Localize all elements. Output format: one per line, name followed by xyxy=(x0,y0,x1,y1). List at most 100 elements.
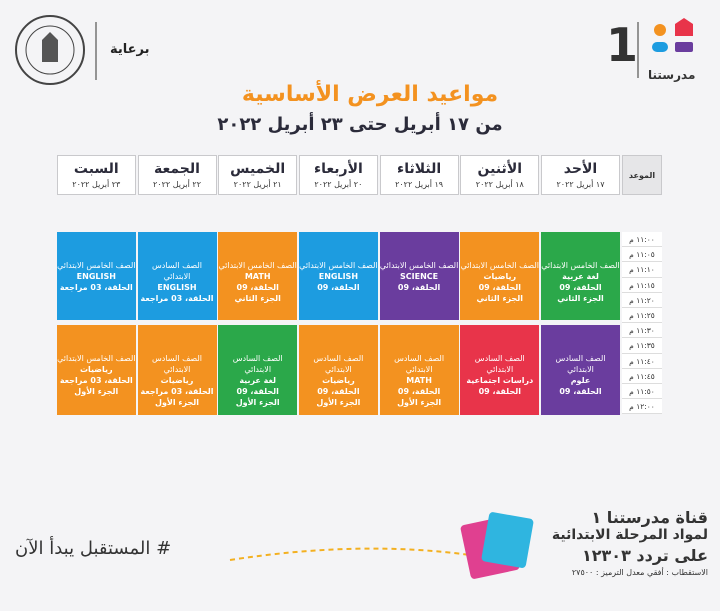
time-slot: ١١:٤٠ م xyxy=(622,353,662,369)
day-date: ١٩ أبريل ٢٠٢٢ xyxy=(395,180,444,189)
program-line: دراسات اجتماعية xyxy=(466,376,534,385)
day-header: الجمعة ٢٢ أبريل ٢٠٢٢ xyxy=(137,155,217,195)
program-line: الصف الخامس الابتدائي xyxy=(57,354,136,363)
program-line: الحلقة، 09 xyxy=(236,387,279,396)
program-cell: الصف الخامس الابتدائي ENGLISH الحلقة، 09 xyxy=(298,232,378,320)
program-cell: الصف الخامس الابتدائي SCIENCE الحلقة، 09 xyxy=(379,232,459,320)
program-line: الجزء الأول xyxy=(235,398,280,407)
program-line: الجزء الأول xyxy=(397,398,442,407)
subtitle: من ١٧ أبريل حتى ٢٣ أبريل ٢٠٢٢ xyxy=(217,114,503,135)
program-cell: الصف السادس الابتدائي MATH الحلقة، 09 الجزء… xyxy=(379,325,459,415)
program-line: الجزء الأول xyxy=(155,398,199,407)
program-line: الحلقة، 03 مراجعة xyxy=(140,387,214,396)
program-line: الجزء الثاني xyxy=(557,294,604,303)
program-line: الصف الخامس الابتدائي xyxy=(460,261,540,270)
program-line: رياضيات xyxy=(79,365,113,374)
time-header: الموعد xyxy=(622,155,662,195)
program-line: الصف السادس الابتدائي xyxy=(474,354,525,374)
day-date: ١٧ أبريل ٢٠٢٢ xyxy=(556,180,605,189)
program-line: لغة عربية xyxy=(239,376,277,385)
channel: قناة مدرستنا ١ xyxy=(591,508,708,527)
program-line: MATH xyxy=(406,376,432,385)
program-cell: الصف الخامس الابتدائي ENGLISH الحلقة، 03 م… xyxy=(56,232,136,320)
program-line: SCIENCE xyxy=(400,272,439,281)
program-line: الصف السادس الابتدائي xyxy=(152,261,202,281)
day-name: الأحد xyxy=(563,161,598,177)
program-line: الصف السادس الابتدائي xyxy=(232,354,283,374)
program-line: الحلقة، 09 xyxy=(317,387,360,396)
program-line: الحلقة، 09 xyxy=(317,283,360,292)
program-cell: الصف السادس الابتدائي ENGLISH الحلقة، 03 م… xyxy=(137,232,217,320)
day-date: ١٨ أبريل ٢٠٢٢ xyxy=(475,180,524,189)
time-slot: ١١:٢٠ م xyxy=(622,292,662,308)
day-name: الثلاثاء xyxy=(397,161,442,177)
program-line: الحلقة، 09 xyxy=(397,387,441,396)
logo-number: 1 xyxy=(606,18,639,72)
day-header: الخميس ٢١ أبريل ٢٠٢٢ xyxy=(218,155,298,195)
day-name: الجمعة xyxy=(154,161,200,177)
time-slot: ١١:٢٥ م xyxy=(622,308,662,324)
program-line: الجزء الأول xyxy=(316,398,361,407)
program-line: الصف السادس الابتدائي xyxy=(555,354,606,374)
program-line: ENGLISH xyxy=(76,272,116,281)
program-cell: الصف السادس الابتدائي لغة عربية الحلقة، 09… xyxy=(218,325,298,415)
program-line: الجزء الثاني xyxy=(234,294,281,303)
day-date: ٢١ أبريل ٢٠٢٢ xyxy=(233,180,282,189)
program-cell: الصف السادس الابتدائي رياضيات الحلقة، 03 م… xyxy=(137,325,217,415)
program-line: الحلقة، 09 xyxy=(478,387,521,396)
day-header: الثلاثاء ١٩ أبريل ٢٠٢٢ xyxy=(379,155,459,195)
technical: الاستقطاب : أفقي معدل الترميز : ٢٧٥٠٠ xyxy=(571,568,708,577)
time-slot: ١١:٣٥ م xyxy=(622,338,662,354)
program-line: لغة عربية xyxy=(562,272,599,281)
frequency: على تردد ١٢٣٠٣ xyxy=(582,546,708,565)
day-header: الأربعاء ٢٠ أبريل ٢٠٢٢ xyxy=(298,155,378,195)
day-date: ٢٠ أبريل ٢٠٢٢ xyxy=(314,180,363,189)
program-line: الصف السادس الابتدائي xyxy=(313,354,364,374)
logo-name: مدرستنا xyxy=(648,68,696,82)
program-line: الصف الخامس الابتدائي xyxy=(218,261,297,270)
time-slot: ١١:٠٥ م xyxy=(622,247,662,263)
program-line: ENGLISH xyxy=(318,272,359,281)
program-line: الصف الخامس الابتدائي xyxy=(299,261,378,270)
program-line: الصف الخامس الابتدائي xyxy=(379,261,459,270)
day-date: ٢٣ أبريل ٢٠٢٢ xyxy=(72,180,121,189)
time-slot: ١١:١٥ م xyxy=(622,277,662,293)
program-line: الحلقة، 09 xyxy=(478,283,521,292)
day-header: الأحد ١٧ أبريل ٢٠٢٢ xyxy=(541,155,620,195)
program-cell: الصف السادس الابتدائي علوم الحلقة، 09 xyxy=(541,325,620,415)
day-header: السبت ٢٣ أبريل ٢٠٢٢ xyxy=(56,155,136,195)
hashtag: # المستقبل يبدأ الآن xyxy=(15,538,172,559)
sponsor: برعاية xyxy=(110,42,150,57)
time-slot: ١٢:٠٠ م xyxy=(622,399,662,415)
program-cell: الصف الخامس الابتدائي رياضيات الحلقة، 09 ال… xyxy=(460,232,540,320)
day-name: الخميس xyxy=(230,161,286,177)
program-line: علوم xyxy=(570,376,591,385)
program-line: الحلقة، 03 مراجعة xyxy=(140,294,214,303)
program-line: الحلقة، 09 xyxy=(236,283,279,292)
program-line: الصف السادس الابتدائي xyxy=(152,354,202,374)
title: مواعيد العرض الأساسية xyxy=(241,82,499,107)
program-line: رياضيات xyxy=(322,376,355,385)
day-name: السبت xyxy=(73,161,119,177)
day-date: ٢٢ أبريل ٢٠٢٢ xyxy=(152,180,201,189)
program-line: الحلقة، 09 xyxy=(559,283,602,292)
program-line: MATH xyxy=(244,272,271,281)
program-cell: الصف الخامس الابتدائي لغة عربية الحلقة، 09… xyxy=(541,232,620,320)
day-header: الأثنين ١٨ أبريل ٢٠٢٢ xyxy=(460,155,540,195)
time-slot: ١١:٠٠ م xyxy=(622,232,662,248)
time-slot: ١١:١٠ م xyxy=(622,262,662,278)
program-line: رياضيات xyxy=(483,272,517,281)
day-name: الأثنين xyxy=(477,161,523,177)
program-line: الجزء الأول xyxy=(74,387,119,396)
program-line: الحلقة، 03 مراجعة xyxy=(59,283,133,292)
program-line: الصف الخامس الابتدائي xyxy=(541,261,620,270)
time-slot: ١١:٤٥ م xyxy=(622,368,662,384)
program-cell: الصف الخامس الابتدائي MATH الحلقة، 09 الجزء… xyxy=(218,232,298,320)
program-cell: الصف السادس الابتدائي دراسات اجتماعية الحل… xyxy=(460,325,540,415)
program-line: ENGLISH xyxy=(157,283,197,292)
program-line: الصف السادس الابتدائي xyxy=(394,354,445,374)
day-name: الأربعاء xyxy=(313,161,363,177)
